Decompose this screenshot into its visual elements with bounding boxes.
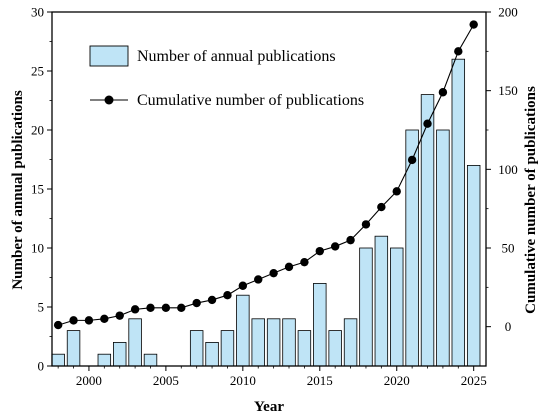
bar-2020	[390, 247, 404, 367]
y-left-tick-label-30: 30	[31, 5, 44, 20]
bar-2011	[251, 318, 265, 367]
y-right-tick-label-150: 150	[498, 83, 518, 98]
bar-2023	[436, 129, 450, 367]
cumulative-point-2022	[423, 119, 432, 128]
cumulative-point-2001	[100, 314, 109, 323]
y-axis-right-title: Cumulative number of publications	[523, 86, 539, 314]
y-left-tick-label-25: 25	[31, 64, 44, 79]
cumulative-point-1999	[69, 316, 78, 325]
bar-2014	[297, 330, 312, 367]
bar-2025	[466, 164, 481, 367]
cumulative-point-2011	[254, 275, 263, 284]
y-right-tick-label-100: 100	[498, 162, 518, 177]
bar-2021	[405, 129, 419, 367]
y-left-tick-label-10: 10	[31, 241, 44, 256]
bar-2013	[282, 318, 296, 367]
cumulative-point-2008	[207, 295, 217, 305]
cumulative-point-2007	[192, 298, 201, 308]
bar-1998	[51, 353, 65, 367]
y-right-tick-label-200: 200	[498, 5, 518, 20]
bar-2002	[113, 341, 127, 367]
bar-2012	[266, 318, 281, 367]
cumulative-point-1998	[53, 320, 63, 330]
cumulative-point-2010	[238, 281, 248, 290]
bar-2009	[220, 330, 235, 367]
cumulative-point-2013	[284, 262, 294, 272]
bar-2003	[128, 318, 142, 367]
cumulative-point-2005	[161, 303, 171, 312]
bar-2008	[205, 341, 219, 367]
bar-2007	[189, 330, 204, 367]
cumulative-point-2019	[377, 202, 386, 212]
cumulative-point-2025	[469, 20, 478, 29]
bar-2010	[236, 294, 250, 367]
cumulative-point-2021	[407, 155, 417, 165]
cumulative-point-2020	[392, 187, 401, 196]
bar-2015	[313, 282, 327, 367]
y-axis-left: 0 5 10 15 20 25 30	[31, 5, 52, 374]
legend-label-annual: Number of annual publications	[137, 48, 336, 65]
x-tick-label-2000: 2000	[76, 373, 102, 388]
y-right-tick-label-50: 50	[502, 241, 515, 256]
y-left-tick-label-20: 20	[31, 123, 44, 138]
cumulative-point-2023	[438, 88, 448, 97]
y-left-tick-label-5: 5	[38, 300, 45, 315]
bar-1999	[66, 330, 81, 367]
bar-2018	[359, 247, 373, 367]
cumulative-point-2004	[146, 303, 155, 312]
cumulative-line-series	[53, 20, 478, 330]
bar-2016	[328, 330, 342, 367]
y-left-tick-label-0: 0	[38, 359, 45, 374]
x-tick-label-2010: 2010	[230, 373, 256, 388]
bar-2019	[374, 235, 389, 367]
cumulative-point-2014	[300, 257, 309, 267]
x-axis-title: Year	[254, 399, 284, 415]
x-tick-label-2025: 2025	[461, 373, 487, 388]
cumulative-point-2015	[315, 246, 324, 256]
cumulative-point-2003	[130, 305, 140, 314]
y-axis-right: 0 50 100 150 200	[486, 5, 518, 334]
bar-2001	[97, 353, 112, 367]
x-tick-label-2020: 2020	[384, 373, 410, 388]
cumulative-line	[57, 24, 475, 326]
cumulative-point-2000	[84, 316, 94, 325]
x-tick-label-2015: 2015	[307, 373, 333, 388]
cumulative-point-2024	[454, 47, 463, 56]
bar-2017	[343, 318, 358, 367]
legend-label-cumulative: Cumulative number of publications	[137, 92, 364, 109]
cumulative-point-2002	[115, 311, 124, 320]
y-right-tick-label-0: 0	[505, 319, 512, 334]
bar-2024	[451, 58, 466, 367]
legend-swatch-marker	[104, 95, 114, 105]
y-left-tick-label-15: 15	[31, 182, 44, 197]
cumulative-point-2018	[361, 220, 371, 229]
cumulative-point-2006	[177, 303, 186, 312]
cumulative-point-2017	[346, 235, 355, 245]
cumulative-point-2009	[223, 291, 232, 300]
bar-2004	[143, 353, 158, 367]
legend: Number of annual publications Cumulative…	[89, 45, 364, 109]
cumulative-point-2016	[330, 242, 340, 251]
cumulative-point-2012	[269, 268, 278, 278]
y-axis-left-title: Number of annual publications	[10, 90, 26, 290]
legend-swatch-bar	[89, 45, 129, 67]
x-tick-label-2005: 2005	[153, 373, 179, 388]
x-axis: 2000 2005 2010 2015 2020 2025	[57, 366, 487, 388]
